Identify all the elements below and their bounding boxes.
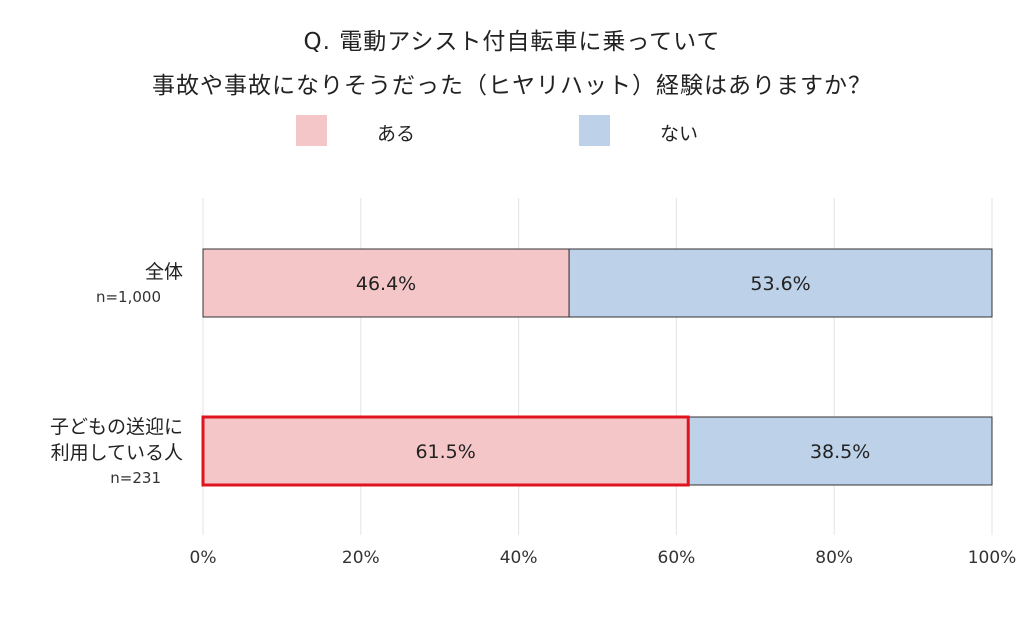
category-label-1-line-1: 全体 — [145, 261, 183, 283]
bar-2-series-1 — [202, 416, 689, 486]
x-tick-label-80: 80% — [815, 548, 853, 568]
category-label-2-line-1: 子どもの送迎に — [50, 416, 183, 438]
legend-swatch-aru — [296, 115, 327, 146]
legend-label-nai: ない — [660, 123, 699, 145]
data-label-1-series-2: 53.6% — [750, 273, 810, 295]
legend-swatch-nai — [579, 115, 610, 146]
x-tick-label-100: 100% — [968, 548, 1017, 568]
category-n-2: n=231 — [110, 469, 161, 487]
x-tick-label-60: 60% — [658, 548, 696, 568]
bar-1-series-1 — [202, 248, 570, 318]
bar-2-series-2 — [687, 416, 993, 486]
data-label-2-series-2: 38.5% — [810, 441, 870, 463]
x-tick-label-40: 40% — [500, 548, 538, 568]
category-n-1: n=1,000 — [96, 288, 161, 306]
bar-1-series-2 — [568, 248, 993, 318]
highlight-box — [201, 415, 690, 487]
data-label-2-series-1: 61.5% — [415, 441, 475, 463]
x-tick-label-20: 20% — [342, 548, 380, 568]
data-label-1-series-1: 46.4% — [356, 273, 416, 295]
legend-label-aru: ある — [377, 123, 416, 145]
chart-title-line-1: Q. 電動アシスト付自転車に乗っていて — [303, 29, 721, 55]
category-label-2-line-2: 利用している人 — [51, 442, 183, 464]
chart-title-line-2: 事故や事故になりそうだった（ヒヤリハット）経験はありますか？ — [152, 73, 872, 99]
x-tick-label-0: 0% — [190, 548, 217, 568]
